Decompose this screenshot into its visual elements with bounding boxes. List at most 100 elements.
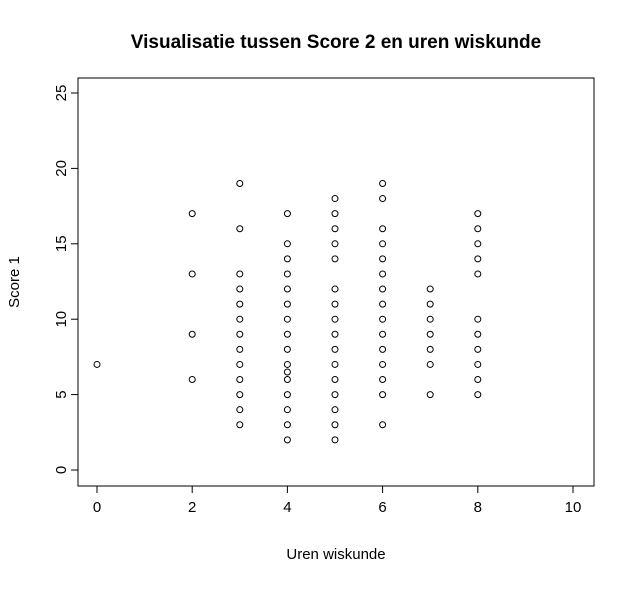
data-point: [283, 315, 291, 323]
data-point: [236, 421, 244, 429]
x-tick-label: 0: [93, 499, 101, 516]
data-point: [236, 376, 244, 384]
data-point: [379, 195, 387, 203]
data-point: [426, 315, 434, 323]
data-point: [426, 391, 434, 399]
data-point: [426, 285, 434, 293]
data-point: [379, 330, 387, 338]
data-point: [426, 360, 434, 368]
y-axis-label: Score 1: [6, 256, 23, 308]
data-point: [379, 179, 387, 187]
data-point: [188, 270, 196, 278]
data-point: [331, 285, 339, 293]
data-point: [283, 391, 291, 399]
data-point: [379, 345, 387, 353]
data-point: [379, 225, 387, 233]
data-point: [379, 270, 387, 278]
data-point: [474, 360, 482, 368]
data-point: [283, 345, 291, 353]
x-axis: 0 2 4 6 8 10: [93, 485, 582, 516]
data-points: [93, 179, 482, 444]
data-point: [283, 240, 291, 248]
data-point: [379, 255, 387, 263]
data-point: [283, 368, 291, 376]
data-point: [331, 300, 339, 308]
data-point: [379, 360, 387, 368]
y-tick-label: 25: [53, 85, 70, 102]
data-point: [379, 376, 387, 384]
data-point: [474, 376, 482, 384]
data-point: [331, 360, 339, 368]
data-point: [426, 330, 434, 338]
data-point: [93, 360, 101, 368]
data-point: [283, 210, 291, 218]
data-point: [236, 391, 244, 399]
y-axis: 0 5 10 15 20 25: [53, 85, 79, 474]
data-point: [379, 391, 387, 399]
data-point: [283, 285, 291, 293]
data-point: [474, 330, 482, 338]
data-point: [236, 179, 244, 187]
data-point: [331, 315, 339, 323]
data-point: [474, 270, 482, 278]
data-point: [474, 345, 482, 353]
data-point: [283, 300, 291, 308]
data-point: [331, 376, 339, 384]
data-point: [379, 315, 387, 323]
data-point: [426, 345, 434, 353]
data-point: [236, 270, 244, 278]
data-point: [331, 406, 339, 414]
data-point: [474, 240, 482, 248]
data-point: [283, 270, 291, 278]
data-point: [331, 225, 339, 233]
y-tick-label: 0: [53, 466, 70, 474]
data-point: [236, 360, 244, 368]
data-point: [379, 421, 387, 429]
data-point: [331, 255, 339, 263]
y-tick-label: 20: [53, 160, 70, 177]
x-tick-label: 10: [565, 499, 582, 516]
data-point: [331, 195, 339, 203]
data-point: [236, 225, 244, 233]
plot-frame: [77, 77, 595, 487]
data-point: [188, 210, 196, 218]
data-point: [188, 376, 196, 384]
data-point: [379, 285, 387, 293]
data-point: [474, 315, 482, 323]
chart-title: Visualisatie tussen Score 2 en uren wisk…: [131, 32, 541, 53]
data-point: [283, 376, 291, 384]
x-tick-label: 8: [474, 499, 482, 516]
data-point: [331, 436, 339, 444]
data-point: [236, 406, 244, 414]
data-point: [331, 240, 339, 248]
data-point: [474, 225, 482, 233]
data-point: [426, 300, 434, 308]
data-point: [331, 421, 339, 429]
data-point: [331, 391, 339, 399]
data-point: [283, 360, 291, 368]
data-point: [379, 240, 387, 248]
data-point: [236, 330, 244, 338]
data-point: [236, 345, 244, 353]
x-axis-label: Uren wiskunde: [286, 546, 385, 563]
data-point: [283, 406, 291, 414]
data-point: [379, 300, 387, 308]
data-point: [236, 300, 244, 308]
y-tick-label: 10: [53, 311, 70, 328]
y-tick-label: 15: [53, 235, 70, 252]
data-point: [331, 210, 339, 218]
x-tick-label: 4: [283, 499, 291, 516]
x-tick-label: 2: [188, 499, 196, 516]
x-tick-label: 6: [378, 499, 386, 516]
data-point: [188, 330, 196, 338]
data-point: [283, 436, 291, 444]
data-point: [283, 255, 291, 263]
data-point: [283, 421, 291, 429]
data-point: [283, 330, 291, 338]
data-point: [474, 255, 482, 263]
data-point: [331, 345, 339, 353]
data-point: [474, 391, 482, 399]
data-point: [331, 330, 339, 338]
